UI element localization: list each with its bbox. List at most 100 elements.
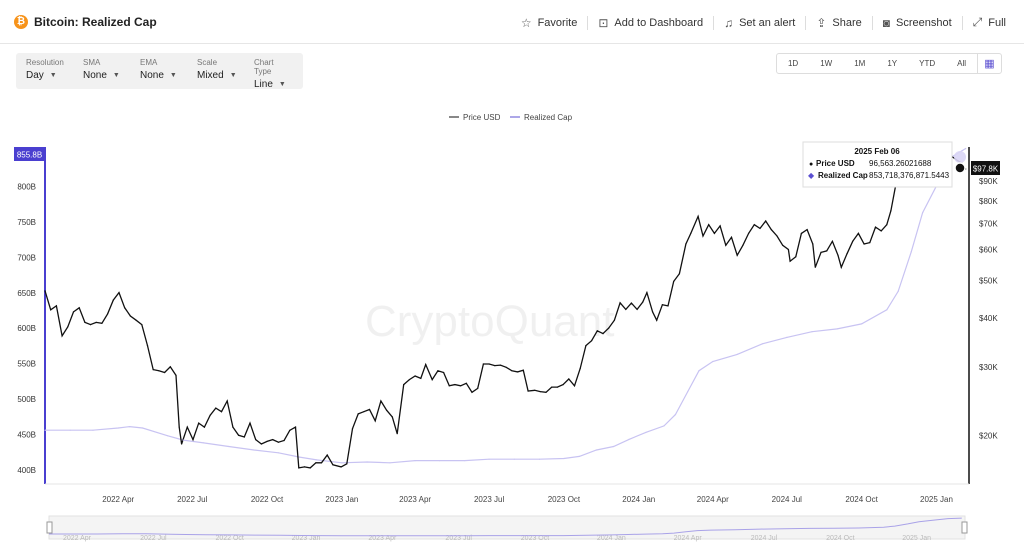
range-ytd-button[interactable]: YTD [919,59,936,68]
data-point-price-usd [181,443,183,445]
full-screen-button[interactable]: ⤢ Full [963,13,1016,32]
data-point-realized-cap [142,427,144,429]
range-1m-button[interactable]: 1M [854,59,866,68]
data-point-price-usd [238,434,240,436]
right-axis-ticks: $20K $30K $40K $50K $60K $70K $80K $90K [979,177,998,440]
left-tick-label: 600B [17,324,36,333]
left-current-label-text: 855.8B [17,151,42,160]
navigator-left-handle[interactable] [46,521,53,534]
data-point-price-usd [67,326,69,328]
data-point-price-usd [135,319,137,321]
data-point-price-usd [266,440,268,442]
chart-type-value: Line [254,79,273,90]
data-point-price-usd [505,366,507,368]
data-point-price-usd [460,385,462,387]
data-point-price-usd [591,340,593,342]
favorite-button[interactable]: ☆ Favorite [511,14,588,32]
data-point-price-usd [465,382,467,384]
tooltip-price-value: 96,563.26021688 [869,159,932,168]
data-point-realized-cap [886,309,888,311]
data-point-price-usd [556,386,559,388]
legend-price-label[interactable]: Price USD [463,113,501,122]
range-1y-button[interactable]: 1Y [887,59,898,68]
divider [587,15,589,30]
data-point-price-usd [55,305,58,307]
data-point-price-usd [630,302,633,304]
share-button[interactable]: ⇪ Share [806,14,871,32]
data-point-realized-cap [228,445,230,448]
realized-hover-marker [954,151,966,163]
navigator-label: 2025 Jan [902,535,931,542]
left-tick-label: 700B [17,253,36,262]
data-point-price-usd [579,367,581,370]
data-point-price-usd [551,386,553,388]
data-point-price-usd [782,244,784,246]
data-point-realized-cap [613,445,615,448]
data-point-price-usd [260,443,262,445]
data-point-price-usd [101,322,103,324]
dashboard-icon: ⊡ [598,15,609,30]
data-point-realized-cap [366,461,368,463]
data-point-price-usd [488,363,490,365]
ema-select[interactable]: EMA None ▼ [130,53,187,89]
series-price-usd-line[interactable] [44,151,966,469]
data-point-price-usd [220,411,223,413]
set-alert-button[interactable]: ♫ Set an alert [714,14,805,32]
price-hover-marker [954,162,966,174]
data-point-realized-cap [922,212,924,214]
range-1w-button[interactable]: 1W [820,59,833,68]
data-point-realized-cap [167,435,169,437]
data-point-price-usd [255,439,257,441]
resolution-select[interactable]: Resolution Day ▼ [16,53,73,89]
data-point-price-usd [608,327,610,329]
data-point-price-usd [448,385,450,387]
divider [805,15,807,30]
add-to-dashboard-button[interactable]: ⊡ Add to Dashboard [588,14,713,32]
star-icon: ☆ [520,15,532,30]
data-point-price-usd [129,315,131,317]
scale-select[interactable]: Scale Mixed ▼ [187,53,244,89]
data-point-price-usd [363,411,365,413]
navigator[interactable]: 2022 Apr 2022 Jul 2022 Oct 2023 Jan 2023 Apr… [46,515,968,542]
data-point-price-usd [471,391,473,393]
data-point-realized-cap [44,429,46,431]
chevron-down-icon: ▼ [49,72,57,79]
data-point-realized-cap [836,328,838,330]
navigator-labels: 2022 Apr 2022 Jul 2022 Oct 2023 Jan 2023 Apr… [63,535,931,542]
tooltip-realized-value: 853,718,376,871.5443 [869,171,950,180]
page-title: Bitcoin: Realized Cap [34,15,157,29]
navigator-label: 2023 Jul [445,535,472,542]
left-current-label: 855.8B [14,147,45,161]
navigator-right-handle[interactable] [961,521,968,534]
data-point-price-usd [596,330,598,332]
sma-select[interactable]: SMA None ▼ [73,53,130,89]
x-tick-label: 2024 Oct [845,495,878,504]
legend-realized-label[interactable]: Realized Cap [524,113,573,122]
data-point-price-usd [690,232,692,234]
range-1d-button[interactable]: 1D [787,59,799,68]
data-point-price-usd [320,462,323,464]
data-point-price-usd [625,308,627,310]
right-tick-label: $20K [979,431,998,440]
data-point-price-usd [840,266,842,268]
data-point-price-usd [396,433,398,435]
data-point-price-usd [806,229,808,231]
data-point-price-usd [141,324,143,326]
data-point-price-usd [857,232,860,234]
bell-icon: ♫ [724,15,734,30]
sma-label: SMA [83,58,101,67]
data-point-realized-cap [538,458,541,460]
range-all-button[interactable]: All [957,59,966,68]
data-point-price-usd [602,333,604,335]
data-point-price-usd [351,428,354,430]
calendar-icon[interactable]: ▦ [977,54,1001,73]
data-point-price-usd [534,389,536,391]
data-point-price-usd [759,227,761,229]
screenshot-label: Screenshot [896,16,952,29]
bitcoin-logo-icon: ₿ [14,15,28,29]
chart-type-select[interactable]: Chart Type Line ▼ [244,53,301,90]
screenshot-button[interactable]: ◙ Screenshot [873,14,962,32]
data-point-price-usd [863,243,865,245]
data-point-price-usd [713,232,716,234]
